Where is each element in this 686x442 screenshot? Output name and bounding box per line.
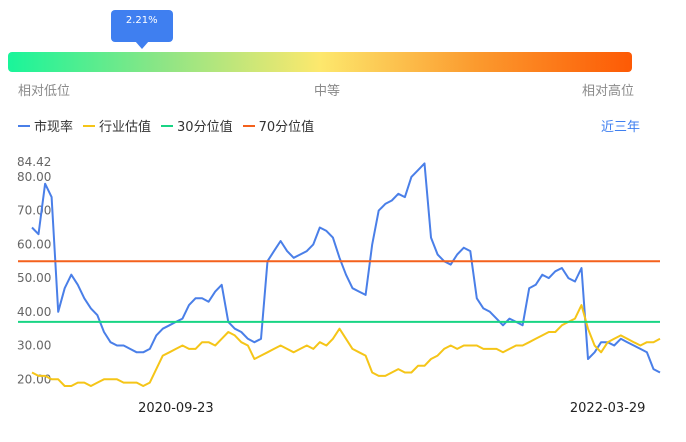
series-line-industry	[31, 304, 661, 387]
valuation-line-chart: 20.0030.0040.0050.0060.0070.0080.0084.42…	[17, 155, 661, 416]
gauge-tooltip: 2.21%	[110, 10, 173, 49]
y-tick-label: 30.00	[17, 339, 51, 353]
legend-swatch-p30	[161, 124, 174, 127]
gauge-label-low: 相对低位	[18, 84, 71, 99]
legend-label-p30: 30分位值	[177, 120, 233, 135]
legend-label-p70: 70分位值	[258, 120, 315, 135]
legend-swatch-industry	[83, 124, 96, 127]
legend-swatch-p70	[242, 124, 255, 127]
y-tick-label: 60.00	[17, 237, 51, 251]
legend-item-p70[interactable]: 70分位值	[242, 116, 315, 135]
series-line-pcf	[31, 162, 661, 374]
gauge-tooltip-value: 2.21%	[125, 15, 158, 26]
period-selector[interactable]: 近三年	[600, 120, 640, 135]
legend-item-industry[interactable]: 行业估值	[83, 116, 151, 135]
y-tick-label: 84.42	[17, 155, 51, 169]
percentile-gauge-bar	[8, 52, 632, 72]
y-tick-label: 50.00	[17, 271, 51, 285]
legend-label-industry: 行业估值	[99, 120, 152, 135]
legend-item-pcf[interactable]: 市现率	[18, 116, 73, 135]
legend-swatch-pcf	[18, 124, 30, 127]
y-tick-label: 40.00	[17, 305, 51, 319]
y-tick-label: 70.00	[17, 204, 51, 218]
legend-item-p30[interactable]: 30分位值	[161, 116, 233, 135]
y-tick-label: 80.00	[17, 170, 51, 184]
x-tick-label: 2022-03-29	[570, 401, 646, 416]
x-tick-label: 2020-09-23	[138, 401, 214, 416]
chart-legend: 市现率 行业估值 30分位值 70分位值	[18, 116, 324, 135]
gauge-label-high: 相对高位	[582, 84, 635, 99]
legend-label-pcf: 市现率	[34, 120, 74, 135]
gauge-label-mid: 中等	[314, 84, 341, 99]
